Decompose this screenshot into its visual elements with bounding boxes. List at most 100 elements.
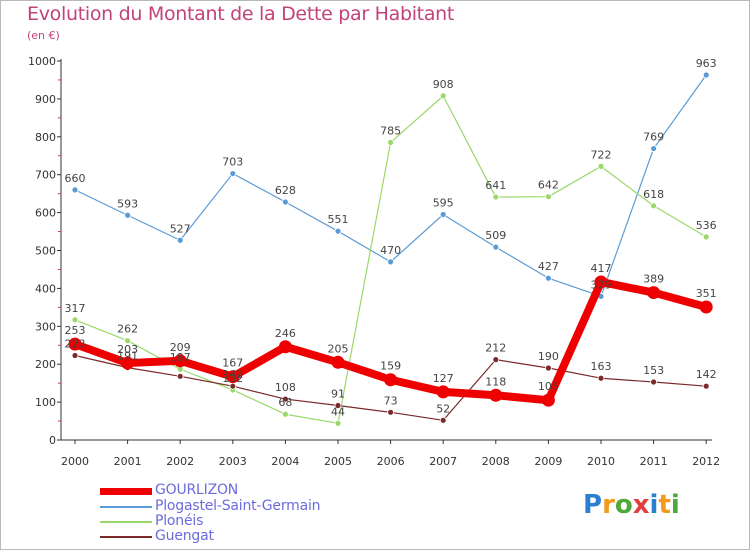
chart-subtitle: (en €) [27, 29, 60, 42]
data-label: 142 [222, 368, 243, 381]
data-point [176, 236, 184, 244]
data-label: 167 [222, 357, 243, 370]
x-tick-label: 2000 [61, 455, 89, 468]
data-point [650, 378, 657, 386]
data-label: 132 [222, 372, 243, 385]
data-label: 722 [591, 148, 612, 161]
y-tick-label: 200 [35, 358, 56, 371]
data-label: 527 [170, 222, 191, 235]
data-label: 379 [591, 278, 612, 291]
data-point [492, 193, 500, 201]
logo-letter: i [670, 490, 680, 520]
data-point [173, 354, 187, 368]
data-label: 660 [65, 172, 86, 185]
y-tick-label: 1000 [28, 55, 56, 68]
data-point [226, 370, 240, 384]
x-tick-label: 2010 [587, 455, 615, 468]
data-label: 212 [485, 342, 506, 355]
data-label: 127 [433, 372, 454, 385]
data-label: 153 [643, 364, 664, 377]
data-point [439, 92, 447, 100]
data-label: 142 [696, 368, 717, 381]
data-label: 628 [275, 184, 296, 197]
data-label: 785 [380, 124, 401, 137]
logo-letter: i [649, 490, 659, 520]
data-point [331, 355, 345, 369]
x-tick-label: 2002 [166, 455, 194, 468]
y-tick-label: 700 [35, 169, 56, 182]
data-point [387, 408, 395, 416]
data-point [594, 275, 608, 289]
data-point [68, 337, 82, 351]
y-tick-label: 100 [35, 396, 56, 409]
data-label: 253 [65, 324, 86, 337]
proxiti-logo: Proxiti [583, 490, 680, 520]
data-label: 769 [643, 131, 664, 144]
data-label: 536 [696, 219, 717, 232]
x-tick-label: 2007 [429, 455, 457, 468]
y-tick-label: 800 [35, 131, 56, 144]
data-label: 223 [65, 337, 86, 350]
legend-label-plogastel: Plogastel-Saint-Germain [155, 498, 321, 514]
data-point [650, 202, 657, 210]
y-tick-label: 500 [35, 245, 56, 258]
data-label: 551 [328, 213, 349, 226]
data-label: 205 [328, 342, 349, 355]
data-label: 91 [331, 388, 345, 401]
data-point [436, 385, 450, 399]
data-point [334, 402, 342, 409]
data-point [71, 186, 79, 194]
legend-label-ploneis: Plonéis [155, 513, 204, 529]
legend-swatch-gourlizon [100, 488, 152, 495]
y-tick-label: 600 [35, 207, 56, 220]
data-point [702, 233, 710, 241]
x-tick-label: 2008 [482, 455, 510, 468]
data-point [439, 211, 447, 218]
data-point [492, 356, 500, 364]
legend-label-gourlizon: GOURLIZON [155, 482, 239, 498]
data-point [278, 340, 292, 354]
data-label: 52 [436, 402, 450, 415]
logo-letter: P [583, 490, 603, 520]
data-label: 595 [433, 196, 454, 209]
logo-letter: r [602, 490, 615, 520]
series-lines [68, 71, 713, 427]
data-point [597, 162, 605, 170]
data-label: 417 [591, 262, 612, 275]
data-point [124, 337, 131, 345]
data-label: 209 [170, 341, 191, 354]
x-tick-label: 2011 [640, 455, 668, 468]
data-label: 703 [222, 156, 243, 169]
data-point [387, 139, 395, 146]
data-point [489, 388, 503, 402]
legend-label-guengat: Guengat [155, 528, 214, 544]
chart-axes: 0 100 200 300 400 500 600 700 800 900 1000 2000 2001… [28, 55, 720, 468]
x-tick-label: 2006 [377, 455, 405, 468]
legend-swatch-plogastel [100, 506, 152, 508]
data-point [124, 211, 131, 219]
data-label: 262 [117, 323, 138, 336]
x-tick-label: 2012 [692, 455, 720, 468]
data-point [492, 243, 500, 251]
data-point [387, 258, 395, 266]
data-label: 618 [643, 188, 664, 201]
logo-letter: x [632, 490, 650, 520]
data-label: 44 [331, 405, 345, 418]
data-point [281, 198, 289, 206]
data-label: 641 [485, 179, 506, 192]
data-point [647, 286, 661, 300]
x-tick-label: 2001 [114, 455, 142, 468]
data-point [699, 300, 713, 314]
y-tick-label: 300 [35, 320, 56, 333]
y-tick-label: 900 [35, 93, 56, 106]
data-point [71, 352, 79, 359]
data-label: 105 [538, 380, 559, 393]
data-point [439, 416, 447, 424]
x-tick-label: 2003 [219, 455, 247, 468]
data-label: 108 [275, 381, 296, 394]
data-point [650, 145, 657, 152]
data-point [121, 356, 135, 370]
data-point [229, 170, 237, 177]
